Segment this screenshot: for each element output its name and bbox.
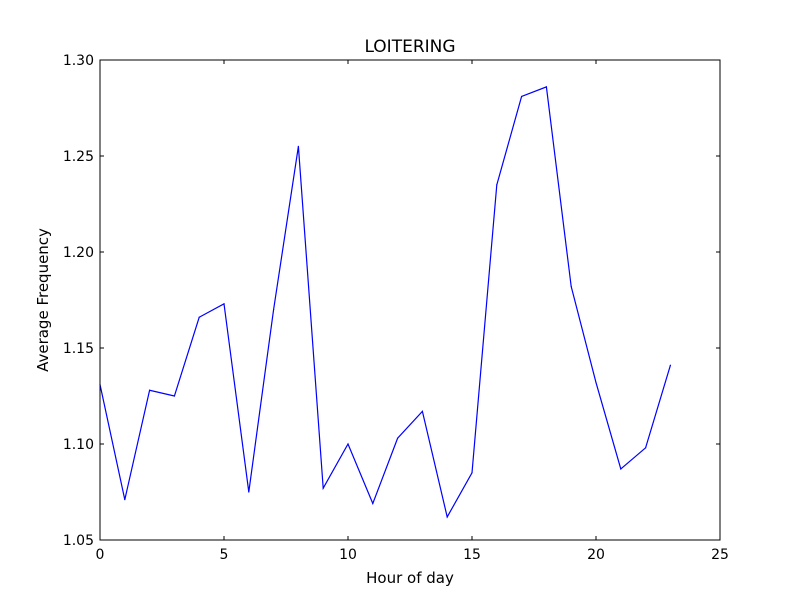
data-point [620,468,622,470]
chart-title: LOITERING [364,37,455,57]
x-tick-label: 25 [711,547,729,563]
data-point [595,381,597,384]
data-point [446,516,448,518]
data-point [570,285,572,288]
data-point [124,499,126,501]
y-tick-label: 1.30 [63,53,94,69]
data-point [149,389,151,391]
plot-frame [99,59,721,541]
data-point [421,410,423,412]
data-point [397,437,399,439]
data-point [372,502,374,505]
data-point [496,184,498,186]
data-point [248,491,250,493]
x-tick-label: 0 [96,547,105,563]
data-point [521,95,523,98]
data-point [297,145,299,147]
y-tick-label: 1.10 [63,437,94,453]
x-axis-label: Hour of day [366,569,454,587]
data-point [471,472,473,474]
data-point [322,487,324,489]
x-tick-label: 20 [587,547,605,563]
y-tick-label: 1.20 [63,245,94,261]
y-tick-label: 1.05 [63,533,94,549]
axis-ticks: 0 5 10 15 20 25 1.05 1.10 1.15 1.20 1.25 1.30 [63,53,729,563]
series-line [99,86,671,519]
data-point [347,443,349,445]
data-point [198,316,200,318]
x-tick-label: 5 [220,547,229,563]
data-point [669,364,672,366]
x-tick-label: 15 [463,547,481,563]
data-point [545,86,548,88]
y-axis-label: Average Frequency [34,228,52,372]
data-point [173,395,175,397]
y-tick-label: 1.25 [63,149,94,165]
data-point [273,309,275,311]
data-point [223,303,225,305]
x-tick-label: 10 [339,547,357,563]
y-tick-label: 1.15 [63,341,94,357]
series-layer [99,86,672,519]
data-point [645,447,647,449]
